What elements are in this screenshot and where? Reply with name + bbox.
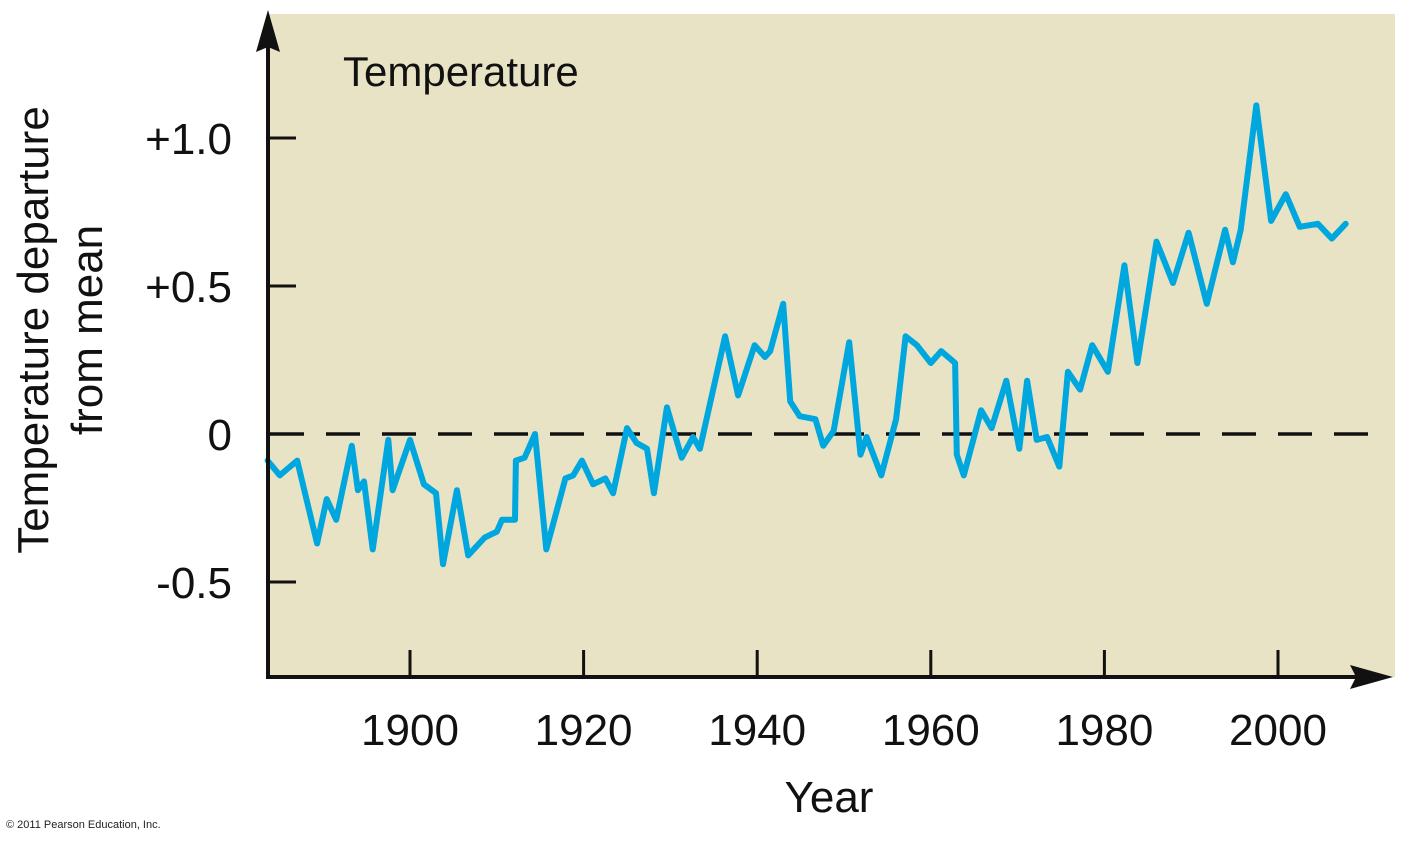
x-tick-labels: 1900 1920 1940 1960 1980 2000	[361, 706, 1327, 755]
x-tick-label: 1920	[535, 706, 633, 755]
y-axis-title: Temperature departure from mean	[9, 106, 112, 554]
y-tick-label: -0.5	[156, 559, 232, 608]
y-tick-label: 0	[208, 411, 232, 460]
x-tick-label: 2000	[1229, 706, 1327, 755]
x-tick-label: 1960	[882, 706, 980, 755]
x-tick-label: 1900	[361, 706, 459, 755]
x-tick-label: 1980	[1055, 706, 1153, 755]
y-axis-arrowhead-icon	[256, 10, 280, 52]
x-axis-title: Year	[785, 773, 874, 822]
temperature-series-line	[264, 102, 1349, 568]
y-tick-labels: +1.0 +0.5 0 -0.5	[145, 115, 232, 608]
y-tick-label: +0.5	[145, 263, 232, 312]
x-tick-label: 1940	[708, 706, 806, 755]
y-axis-title-line-2: from mean	[63, 225, 112, 435]
x-axis-arrowhead-icon	[1350, 665, 1393, 689]
y-axis-title-line-1: Temperature departure	[9, 106, 58, 554]
x-axis-ticks	[408, 650, 1280, 677]
chart-title: Temperature	[343, 48, 579, 95]
plot-background	[268, 14, 1395, 677]
y-tick-label: +1.0	[145, 115, 232, 164]
y-axis-ticks	[268, 136, 296, 584]
copyright-notice: © 2011 Pearson Education, Inc.	[6, 819, 161, 831]
